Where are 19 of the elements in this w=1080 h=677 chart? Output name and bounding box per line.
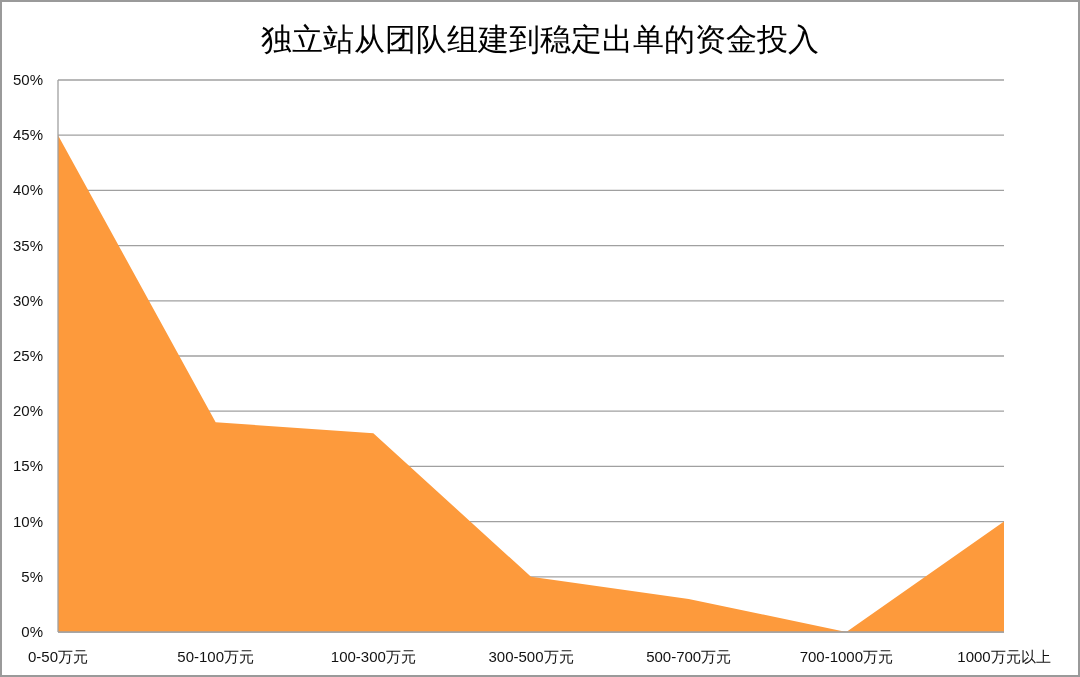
x-tick-label: 100-300万元 — [330, 648, 416, 665]
x-tick-label: 1000万元以上 — [957, 648, 1051, 665]
y-tick-label: 10% — [12, 512, 43, 530]
y-tick-label: 0% — [21, 623, 43, 640]
y-tick-label: 25% — [12, 347, 43, 364]
y-tick-label: 15% — [12, 457, 43, 475]
title: 独立站从团队组建到稳定出单的资金投入 — [261, 22, 819, 57]
x-tick-label: 300-500万元 — [488, 648, 574, 665]
y-tick-label: 50% — [12, 71, 43, 88]
y-tick-label: 30% — [12, 291, 43, 309]
y-tick-label: 40% — [12, 181, 43, 199]
x-tick-label: 50-100万元 — [177, 648, 255, 665]
x-tick-label: 700-1000万元 — [799, 648, 894, 665]
y-tick-label: 5% — [21, 567, 43, 585]
y-tick-label: 45% — [12, 126, 43, 144]
x-tick-label: 500-700万元 — [646, 648, 732, 665]
x-tick-label: 0-50万元 — [27, 648, 89, 665]
y-tick-label: 20% — [12, 402, 43, 420]
y-tick-label: 35% — [12, 236, 43, 254]
